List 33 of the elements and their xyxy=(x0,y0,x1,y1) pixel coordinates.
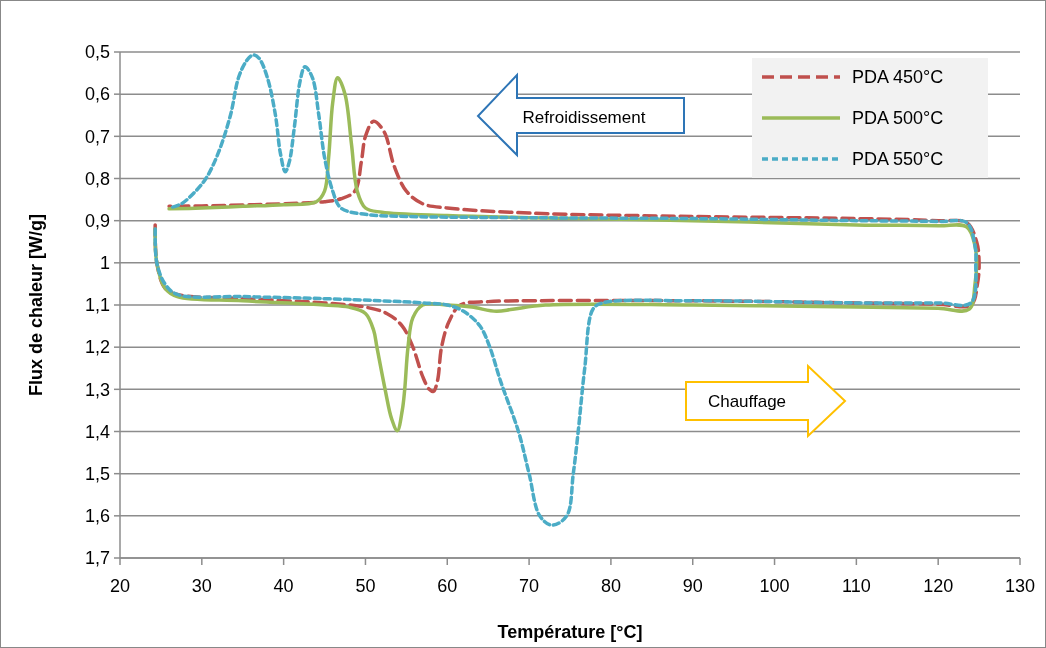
x-tick-label: 50 xyxy=(355,576,376,596)
y-tick-label: 0,8 xyxy=(84,168,110,189)
y-tick-label: 0,7 xyxy=(84,126,110,147)
x-tick-label: 120 xyxy=(923,576,954,596)
x-tick-label: 40 xyxy=(273,576,294,596)
y-tick-label: 0,9 xyxy=(84,210,110,231)
x-tick-label: 110 xyxy=(842,576,871,596)
y-tick-label: 1,5 xyxy=(84,463,110,484)
legend-label: PDA 500°C xyxy=(852,108,944,129)
line-series xyxy=(153,53,978,527)
y-tick-label: 1,2 xyxy=(84,337,110,358)
y-tick-label: 1,1 xyxy=(84,295,110,316)
x-tick-label: 20 xyxy=(109,576,131,596)
annotation: Chauffage xyxy=(707,391,787,411)
annotation: Refroidissement xyxy=(522,107,646,127)
y-axis-title: Flux de chaleur [W/g] xyxy=(26,213,46,397)
x-tick-label: 30 xyxy=(191,576,212,596)
x-tick-label: 70 xyxy=(519,576,540,596)
x-tick-label: 80 xyxy=(600,576,621,596)
x-tick-label: 60 xyxy=(437,576,458,596)
y-tick-label: 1 xyxy=(99,253,110,274)
legend-label: PDA 450°C xyxy=(852,67,944,88)
x-tick-label: 130 xyxy=(1004,576,1036,596)
y-tick-label: 1,4 xyxy=(84,421,110,442)
y-tick-label: 0,5 xyxy=(84,42,110,63)
x-axis-title: Température [°C] xyxy=(497,622,643,642)
y-tick-label: 1,3 xyxy=(84,379,110,400)
y-tick-label: 1,6 xyxy=(84,506,110,527)
x-tick-label: 100 xyxy=(759,576,790,596)
legend-label: PDA 550°C xyxy=(852,149,944,170)
x-tick-label: 90 xyxy=(682,576,703,596)
y-tick-label: 0,6 xyxy=(84,84,110,105)
y-tick-label: 1,7 xyxy=(84,548,110,569)
